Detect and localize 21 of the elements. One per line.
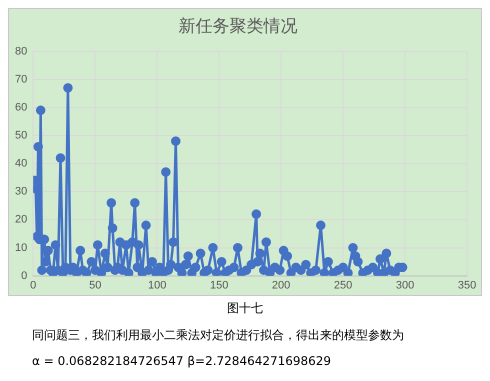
y-tick-label: 10 [14, 242, 28, 254]
text: α = 0.068282184726547 β=2.728464271698629 [31, 354, 332, 368]
x-tick-label: 200 [272, 279, 290, 292]
y-tick-label: 60 [14, 102, 28, 114]
y-tick-label: 70 [14, 73, 28, 86]
x-tick-label: 350 [458, 279, 476, 292]
text: 图十七 [226, 300, 264, 317]
y-tick-label: 0 [21, 270, 28, 282]
y-tick-label: 50 [14, 130, 28, 142]
x-tick-label: 100 [148, 279, 166, 292]
x-tick-label: 0 [30, 279, 36, 292]
y-tick-label: 30 [14, 186, 28, 198]
chart-title: 新任务聚类情况 [178, 16, 298, 37]
x-tick-label: 150 [210, 279, 228, 292]
y-tick-label: 40 [14, 158, 28, 170]
y-tick-label: 80 [14, 45, 28, 58]
y-tick-label: 20 [14, 214, 28, 226]
text: 同问题三，我们利用最小二乘法对定价进行拟合，得出来的模型参数为 [31, 327, 405, 344]
x-tick-label: 250 [334, 279, 352, 292]
x-tick-label: 300 [396, 279, 414, 292]
x-tick-label: 50 [89, 279, 102, 292]
